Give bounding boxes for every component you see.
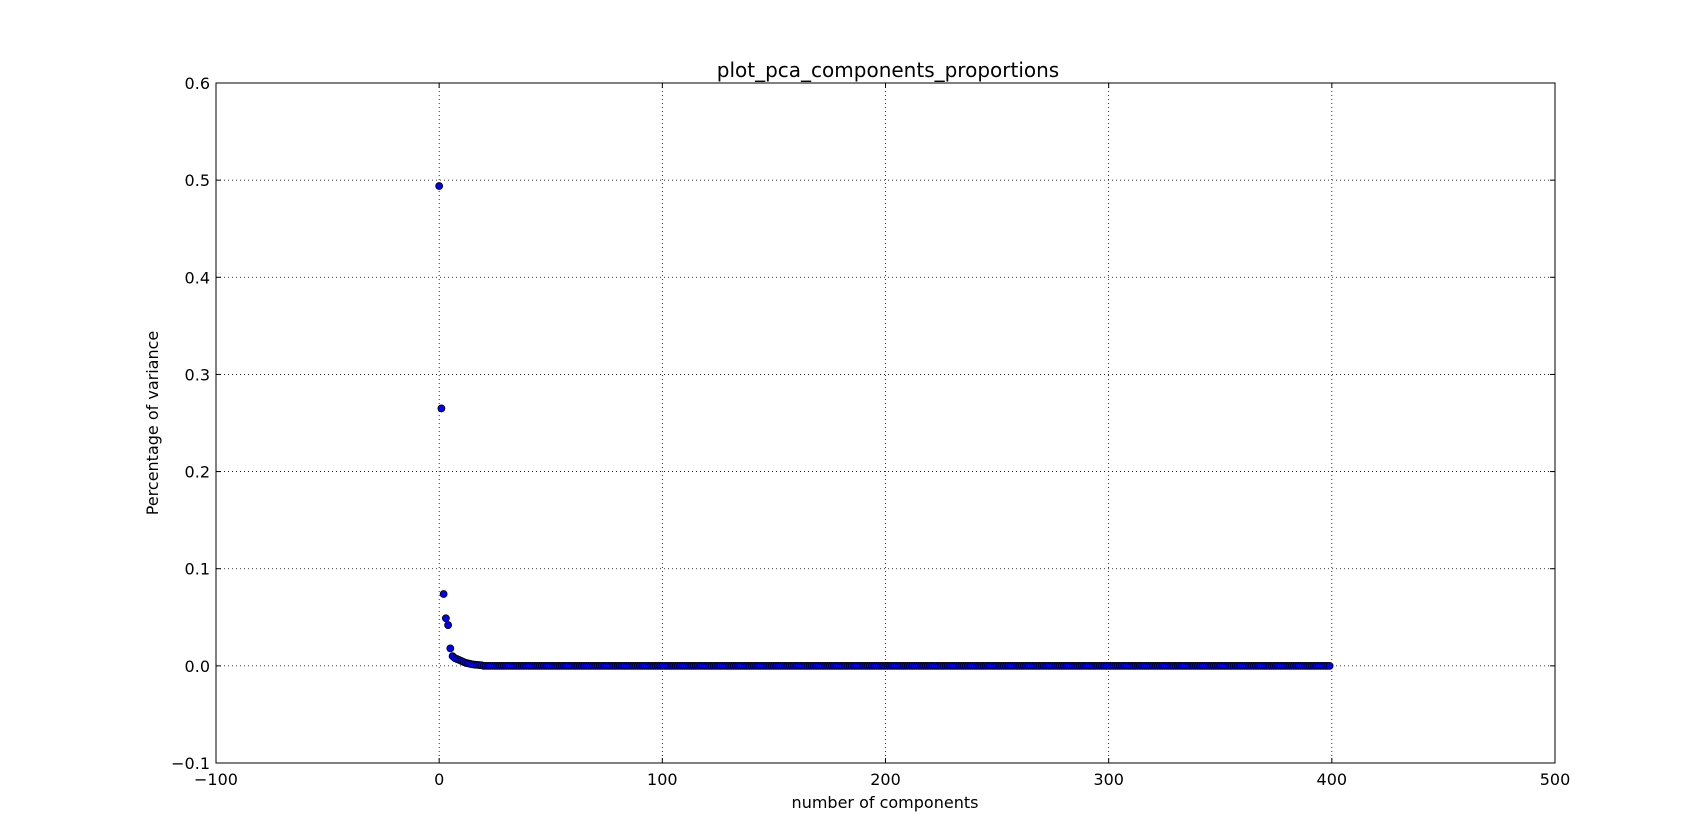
y-tick-label: 0.1: [185, 560, 210, 579]
y-tick-label: 0.0: [185, 657, 210, 676]
data-point: [435, 182, 444, 190]
data-point: [446, 644, 455, 653]
y-tick-label: 0.2: [185, 463, 210, 482]
y-tick-label: 0.6: [185, 74, 210, 93]
x-tick-label: 500: [1540, 770, 1571, 789]
data-point: [441, 614, 450, 623]
y-tick-label: −0.1: [171, 754, 210, 773]
data-point: [444, 621, 452, 629]
grid-lines: [216, 83, 1555, 763]
x-tick-label: 200: [870, 770, 901, 789]
x-axis-label: number of components: [792, 793, 979, 812]
y-tick-label: 0.5: [185, 171, 210, 190]
chart-title: plot_pca_components_proportions: [717, 58, 1059, 82]
y-axis-label: Percentage of variance: [143, 331, 162, 515]
x-tick-label: −100: [194, 770, 238, 789]
data-point: [439, 590, 448, 598]
y-tick-label: 0.3: [185, 365, 210, 384]
data-point: [437, 404, 446, 413]
x-tick-label: 0: [434, 770, 444, 789]
data-point: [1325, 661, 1334, 670]
x-axis-ticks: −100 0 100 200 300 400 500: [194, 83, 1570, 789]
y-tick-label: 0.4: [185, 268, 210, 287]
x-tick-label: 100: [647, 770, 678, 789]
x-tick-label: 300: [1093, 770, 1124, 789]
data-points: [435, 182, 1334, 670]
x-tick-label: 400: [1317, 770, 1348, 789]
y-axis-ticks: −0.1 0.0 0.1 0.2 0.3 0.4 0.5 0.6: [171, 74, 1555, 773]
